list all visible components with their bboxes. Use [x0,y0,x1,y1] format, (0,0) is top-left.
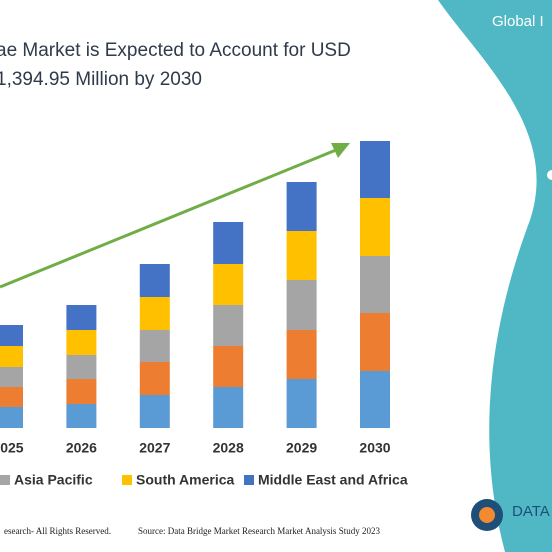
x-tick-label: 2028 [213,440,244,456]
bar-segment [0,387,23,407]
bar-segment [0,407,23,428]
legend-label: Middle East and Africa [258,472,408,488]
bar-segment [0,346,23,367]
bar-segment [213,346,244,387]
legend-label: Asia Pacific [14,472,93,488]
x-tick-label: 2025 [0,440,24,456]
source: Source: Data Bridge Market Research Mark… [138,526,380,536]
trend-arrow [0,148,337,289]
bar-segment [286,182,317,231]
x-tick-label: 2030 [359,440,390,456]
bar-segment [286,280,317,330]
bar-segment [139,264,170,297]
logo-icon [479,507,495,523]
legend-swatch [244,475,254,485]
bar-segment [139,362,170,395]
bar-segment [139,330,170,362]
x-tick-label: 2029 [286,440,317,456]
bar-segment [286,330,317,379]
rights: esearch- All Rights Reserved. [4,526,111,536]
bar-segment [139,297,170,330]
x-tick-label: 2026 [66,440,97,456]
legend-swatch [122,475,132,485]
logo-text: DATA [512,503,550,520]
legend-swatch [0,475,10,485]
bar-segment [213,222,244,264]
legend-label: South America [136,472,234,488]
bar-segment [360,313,390,371]
bar-segment [66,330,97,355]
bar-segment [360,256,390,313]
bar-segment [66,355,97,379]
bar-segment [213,387,244,428]
x-tick-label: 2027 [139,440,170,456]
bar-segment [360,371,390,428]
bar-segment [66,305,97,330]
bar-segment [213,264,244,305]
header-text: Global I [492,13,544,30]
dot [547,170,552,180]
arrow-head [331,143,350,158]
chart-title: 1,394.95 Million by 2030 [0,69,202,90]
bar-segment [66,379,97,404]
bar-segment [213,305,244,346]
bar-segment [360,198,390,256]
bar-segment [286,231,317,280]
bar-segment [360,141,390,198]
bar-segment [66,404,97,428]
bar-segment [0,367,23,387]
side-panel [438,0,552,552]
bar-segment [286,379,317,428]
bar-segment [0,325,23,346]
bar-segment [139,395,170,428]
chart-title: ae Market is Expected to Account for USD [0,40,351,61]
